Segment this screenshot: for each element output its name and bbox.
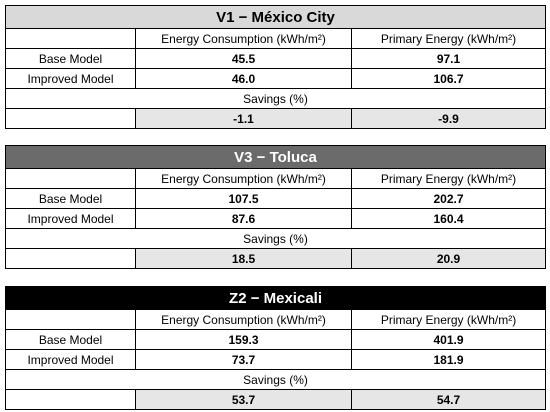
- savings-label-row: Savings (%): [5, 88, 546, 109]
- savings-primary-value: -9.9: [351, 108, 546, 129]
- empty-cell: [5, 309, 136, 330]
- table-row-base: Base Model 107.5 202.7: [5, 188, 546, 209]
- base-primary-value: 401.9: [350, 329, 547, 350]
- savings-primary-value: 54.7: [350, 389, 547, 410]
- col-primary-energy: Primary Energy (kWh/m²): [351, 28, 546, 49]
- row-label-base: Base Model: [5, 48, 136, 69]
- row-label-improved: Improved Model: [5, 349, 136, 370]
- col-energy-consumption: Energy Consumption (kWh/m²): [135, 28, 352, 49]
- table-row-base: Base Model 159.3 401.9: [5, 329, 547, 350]
- empty-cell: [5, 248, 136, 269]
- empty-cell: [5, 28, 136, 49]
- improved-primary-value: 106.7: [351, 68, 546, 89]
- savings-label: Savings (%): [5, 88, 546, 109]
- empty-cell: [5, 389, 136, 410]
- savings-energy-value: 18.5: [135, 248, 352, 269]
- improved-primary-value: 181.9: [350, 349, 547, 370]
- base-energy-value: 159.3: [135, 329, 352, 350]
- column-header-row: Energy Consumption (kWh/m²) Primary Ener…: [5, 28, 546, 49]
- table-header-row: V1 − México City: [5, 5, 546, 29]
- empty-cell: [5, 168, 136, 189]
- row-label-improved: Improved Model: [5, 68, 136, 89]
- base-primary-value: 202.7: [351, 188, 546, 209]
- table-row-improved: Improved Model 73.7 181.9: [5, 349, 547, 370]
- table-title: Z2 − Mexicali: [4, 286, 547, 310]
- base-energy-value: 107.5: [135, 188, 352, 209]
- table-header-row: Z2 − Mexicali: [4, 286, 547, 310]
- column-header-row: Energy Consumption (kWh/m²) Primary Ener…: [5, 168, 546, 189]
- savings-label: Savings (%): [5, 228, 546, 249]
- improved-energy-value: 87.6: [135, 208, 352, 229]
- col-primary-energy: Primary Energy (kWh/m²): [350, 309, 547, 330]
- column-header-row: Energy Consumption (kWh/m²) Primary Ener…: [5, 309, 547, 330]
- table-z2-mexicali: Z2 − Mexicali Energy Consumption (kWh/m²…: [4, 286, 547, 410]
- row-label-improved: Improved Model: [5, 208, 136, 229]
- table-row-savings: 53.7 54.7: [5, 389, 547, 410]
- col-energy-consumption: Energy Consumption (kWh/m²): [135, 309, 352, 330]
- table-header-row: V3 − Toluca: [5, 145, 546, 169]
- table-row-improved: Improved Model 87.6 160.4: [5, 208, 546, 229]
- savings-label: Savings (%): [4, 369, 547, 390]
- table-row-base: Base Model 45.5 97.1: [5, 48, 546, 69]
- table-title: V3 − Toluca: [5, 145, 546, 169]
- savings-primary-value: 20.9: [351, 248, 546, 269]
- base-energy-value: 45.5: [135, 48, 352, 69]
- improved-energy-value: 73.7: [135, 349, 352, 370]
- empty-cell: [5, 108, 136, 129]
- table-row-savings: 18.5 20.9: [5, 248, 546, 269]
- table-v1-mexico-city: V1 − México City Energy Consumption (kWh…: [5, 5, 546, 129]
- col-energy-consumption: Energy Consumption (kWh/m²): [135, 168, 352, 189]
- row-label-base: Base Model: [5, 329, 136, 350]
- improved-energy-value: 46.0: [135, 68, 352, 89]
- table-row-savings: -1.1 -9.9: [5, 108, 546, 129]
- table-row-improved: Improved Model 46.0 106.7: [5, 68, 546, 89]
- savings-label-row: Savings (%): [4, 369, 547, 390]
- savings-energy-value: -1.1: [135, 108, 352, 129]
- col-primary-energy: Primary Energy (kWh/m²): [351, 168, 546, 189]
- base-primary-value: 97.1: [351, 48, 546, 69]
- improved-primary-value: 160.4: [351, 208, 546, 229]
- table-v3-toluca: V3 − Toluca Energy Consumption (kWh/m²) …: [5, 145, 546, 269]
- table-title: V1 − México City: [5, 5, 546, 29]
- savings-label-row: Savings (%): [5, 228, 546, 249]
- row-label-base: Base Model: [5, 188, 136, 209]
- savings-energy-value: 53.7: [135, 389, 352, 410]
